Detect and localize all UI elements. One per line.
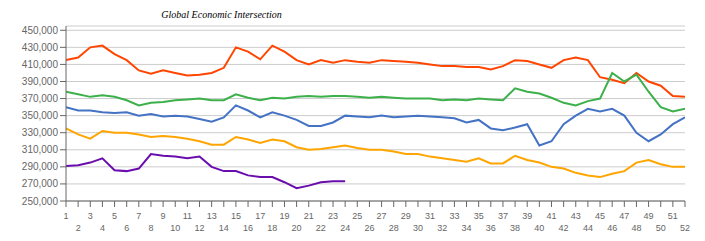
svg-text:39: 39	[522, 211, 532, 221]
svg-text:37: 37	[498, 211, 508, 221]
svg-text:49: 49	[644, 211, 654, 221]
svg-text:290,000: 290,000	[22, 161, 59, 172]
svg-text:34: 34	[462, 223, 472, 233]
svg-text:390,000: 390,000	[22, 76, 59, 87]
svg-text:41: 41	[546, 211, 556, 221]
svg-text:15: 15	[231, 211, 241, 221]
svg-text:46: 46	[607, 223, 617, 233]
svg-text:29: 29	[401, 211, 411, 221]
svg-text:43: 43	[571, 211, 581, 221]
svg-text:10: 10	[170, 223, 180, 233]
svg-text:310,000: 310,000	[22, 144, 59, 155]
svg-text:18: 18	[267, 223, 277, 233]
svg-text:330,000: 330,000	[22, 127, 59, 138]
svg-text:5: 5	[112, 211, 117, 221]
svg-text:8: 8	[148, 223, 153, 233]
svg-text:11: 11	[183, 211, 192, 221]
svg-text:270,000: 270,000	[22, 178, 59, 189]
svg-text:12: 12	[195, 223, 205, 233]
svg-text:38: 38	[510, 223, 520, 233]
svg-text:27: 27	[377, 211, 387, 221]
svg-text:3: 3	[88, 211, 93, 221]
svg-text:9: 9	[161, 211, 166, 221]
svg-text:450,000: 450,000	[22, 25, 59, 36]
svg-text:24: 24	[340, 223, 350, 233]
svg-text:51: 51	[668, 211, 678, 221]
svg-text:370,000: 370,000	[22, 93, 59, 104]
svg-text:31: 31	[425, 211, 435, 221]
svg-text:17: 17	[255, 211, 265, 221]
svg-text:21: 21	[304, 211, 314, 221]
svg-text:250,000: 250,000	[22, 196, 59, 207]
svg-text:33: 33	[449, 211, 459, 221]
svg-text:28: 28	[389, 223, 399, 233]
svg-text:350,000: 350,000	[22, 110, 59, 121]
svg-text:47: 47	[619, 211, 629, 221]
svg-text:52: 52	[680, 223, 690, 233]
svg-text:36: 36	[486, 223, 496, 233]
svg-text:4: 4	[100, 223, 105, 233]
svg-text:48: 48	[631, 223, 641, 233]
svg-text:430,000: 430,000	[22, 42, 59, 53]
svg-text:25: 25	[352, 211, 362, 221]
html-text:Global Economic Intersection: Global Economic Intersection	[161, 9, 282, 20]
svg-text:7: 7	[136, 211, 141, 221]
svg-text:50: 50	[656, 223, 666, 233]
svg-text:35: 35	[474, 211, 484, 221]
svg-text:30: 30	[413, 223, 423, 233]
svg-text:13: 13	[207, 211, 217, 221]
svg-text:2: 2	[76, 223, 81, 233]
svg-text:1: 1	[63, 211, 68, 221]
svg-text:26: 26	[364, 223, 374, 233]
svg-text:410,000: 410,000	[22, 59, 59, 70]
svg-text:23: 23	[328, 211, 338, 221]
svg-text:19: 19	[279, 211, 289, 221]
svg-text:44: 44	[583, 223, 593, 233]
svg-text:22: 22	[316, 223, 326, 233]
svg-text:14: 14	[219, 223, 229, 233]
svg-text:45: 45	[595, 211, 605, 221]
svg-text:32: 32	[437, 223, 447, 233]
svg-text:16: 16	[243, 223, 253, 233]
svg-text:42: 42	[559, 223, 569, 233]
svg-text:20: 20	[292, 223, 302, 233]
svg-text:40: 40	[534, 223, 544, 233]
svg-text:6: 6	[124, 223, 129, 233]
